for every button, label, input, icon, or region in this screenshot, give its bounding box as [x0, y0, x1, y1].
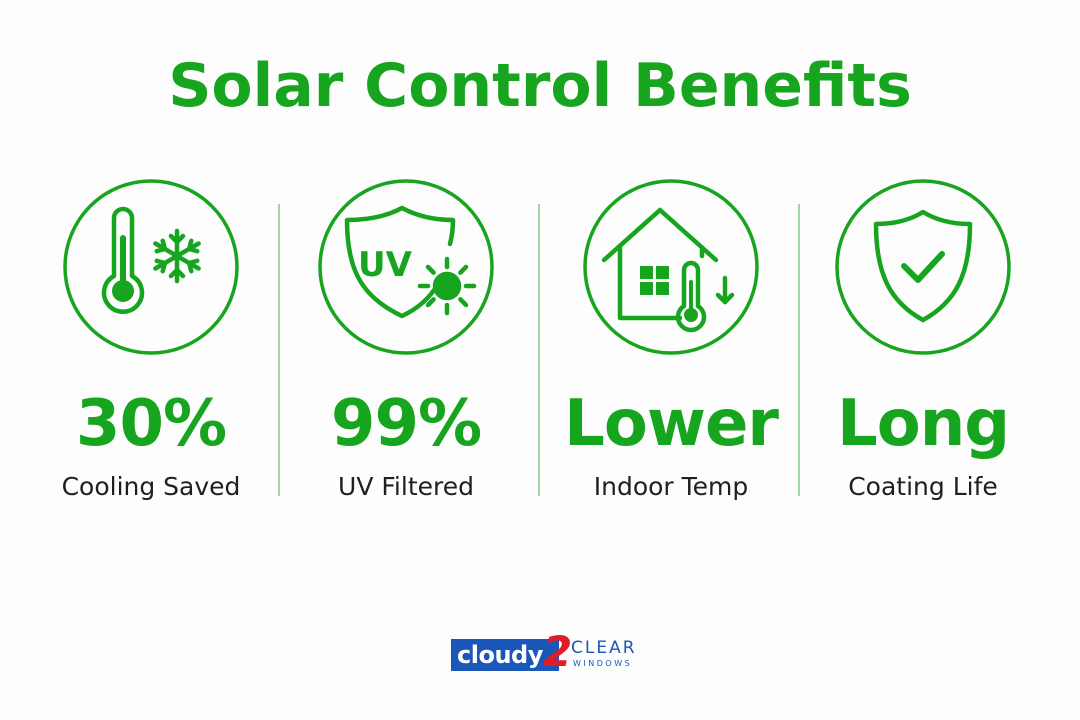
benefits-row: 30% Cooling Saved UV: [0, 178, 1080, 508]
divider: [798, 204, 800, 496]
page-title: Solar Control Benefits: [168, 51, 912, 121]
benefit-uv: UV 99% UV Filtered: [286, 178, 526, 508]
stat-caption: Coating Life: [848, 472, 998, 501]
uv-shield-sun-icon: UV: [317, 178, 495, 356]
benefit-cooling: 30% Cooling Saved: [31, 178, 271, 508]
logo-number: 2: [543, 627, 573, 676]
uv-label: UV: [358, 245, 413, 285]
divider: [278, 204, 280, 496]
benefit-coating-life: Long Coating Life: [803, 178, 1043, 508]
divider: [538, 204, 540, 496]
stat-value: 99%: [330, 387, 482, 461]
house-thermometer-icon: [582, 178, 760, 356]
shield-check-icon: [834, 178, 1012, 356]
stat-caption: Cooling Saved: [61, 472, 241, 501]
logo-word-clear: CLEAR: [571, 638, 637, 658]
stat-value: 30%: [75, 387, 227, 461]
logo-box: [451, 639, 559, 671]
benefit-indoor-temp: Lower Indoor Temp: [551, 178, 791, 508]
logo-word-cloudy: cloudy: [457, 641, 543, 669]
stat-value: Lower: [564, 387, 779, 461]
stat-caption: UV Filtered: [338, 472, 474, 501]
stat-caption: Indoor Temp: [593, 472, 749, 501]
stat-value: Long: [836, 387, 1010, 461]
logo-tagline: WINDOWS: [573, 659, 633, 668]
thermometer-snowflake-icon: [62, 178, 240, 356]
brand-logo: cloudy 2 CLEAR WINDOWS: [451, 629, 635, 675]
